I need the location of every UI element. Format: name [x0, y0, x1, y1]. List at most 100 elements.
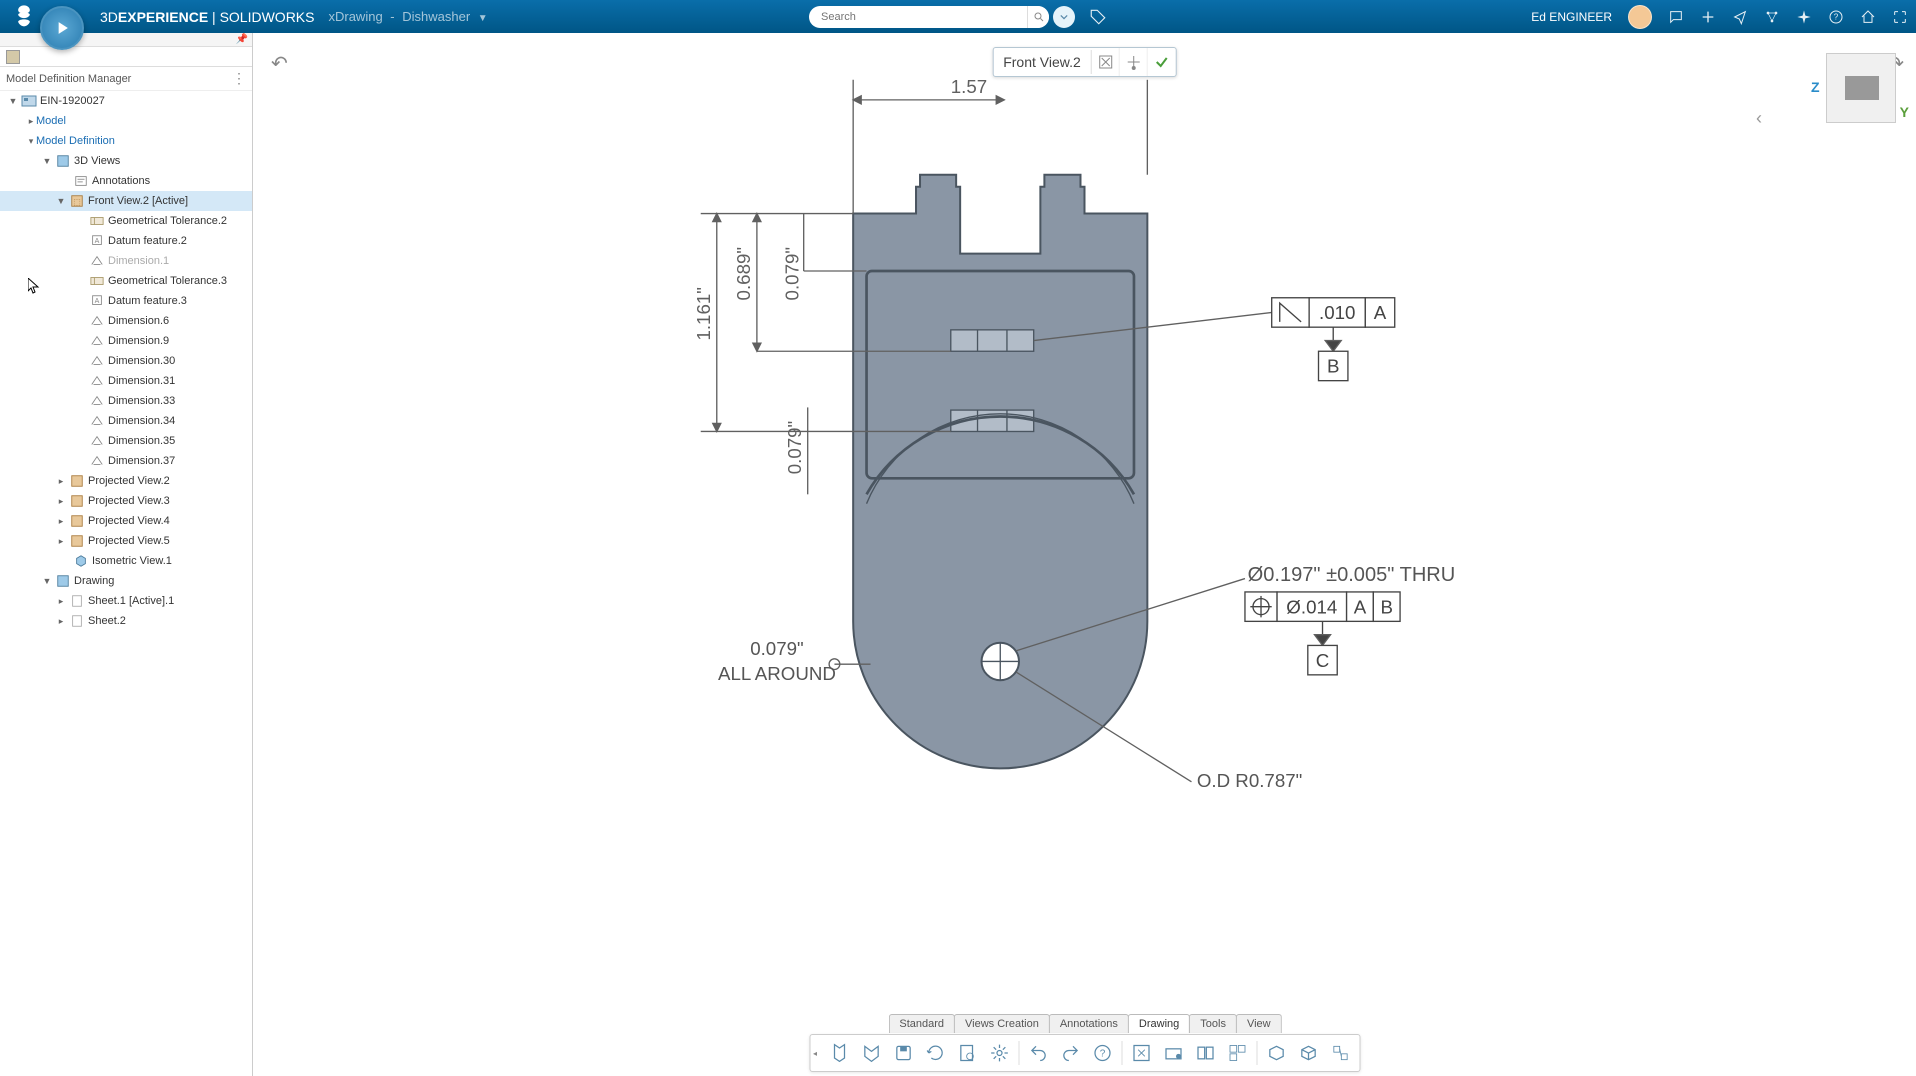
tb-new[interactable]: [824, 1038, 854, 1068]
tree-iso-view[interactable]: Isometric View.1: [0, 551, 252, 571]
tb-undo[interactable]: [1023, 1038, 1053, 1068]
document-title[interactable]: xDrawing - Dishwasher ▼: [324, 9, 487, 24]
tree-root[interactable]: ▼EIN-1920027: [0, 91, 252, 111]
app-header: 3DEXPERIENCE | SOLIDWORKS xDrawing - Dis…: [0, 0, 1916, 33]
dim-0689: 0.689": [733, 247, 754, 300]
home-icon[interactable]: [1860, 9, 1876, 25]
ribbon-tab[interactable]: Annotations: [1049, 1014, 1129, 1033]
tb-cube3[interactable]: [1325, 1038, 1355, 1068]
tb-view1[interactable]: [1126, 1038, 1156, 1068]
view-triad[interactable]: ‹ Z Y: [1826, 53, 1896, 123]
tree-projected-view[interactable]: ▸Projected View.2: [0, 471, 252, 491]
svg-text:⬚: ⬚: [73, 198, 80, 207]
tree-projected-view[interactable]: ▸Projected View.5: [0, 531, 252, 551]
tb-view4[interactable]: [1222, 1038, 1252, 1068]
pin-icon[interactable]: 📌: [236, 34, 248, 45]
tree-item[interactable]: ADatum feature.3: [0, 291, 252, 311]
ribbon-tab[interactable]: Standard: [888, 1014, 955, 1033]
tb-sheet[interactable]: [952, 1038, 982, 1068]
dim-0079a: 0.079": [781, 247, 802, 300]
part-body: [853, 175, 1147, 769]
tree-item[interactable]: Dimension.9: [0, 331, 252, 351]
triad-front-face[interactable]: [1845, 76, 1879, 100]
tree-drawing[interactable]: ▼Drawing: [0, 571, 252, 591]
gtol-1: .010 A B: [1272, 298, 1395, 381]
radius-callout: O.D R0.787": [1197, 770, 1303, 791]
search-button[interactable]: [1027, 6, 1049, 28]
avatar[interactable]: [1628, 5, 1652, 29]
ribbon-tab[interactable]: Drawing: [1128, 1014, 1190, 1033]
tree-item[interactable]: Dimension.33: [0, 391, 252, 411]
svg-text:C: C: [1316, 650, 1330, 671]
tree-sheet[interactable]: ▸Sheet.1 [Active].1: [0, 591, 252, 611]
tree-projected-view[interactable]: ▸Projected View.4: [0, 511, 252, 531]
view-control-bar: Front View.2: [992, 47, 1177, 77]
ribbon-tab[interactable]: Tools: [1189, 1014, 1237, 1033]
triad-cube[interactable]: Z Y: [1826, 53, 1896, 123]
ds-logo-icon: [10, 3, 38, 31]
drawing-svg: 1.57 1.161" 0.689" 0.079" 0.079": [253, 33, 1916, 1076]
drawing-canvas[interactable]: ↶ ↷ Front View.2 ‹ Z Y: [253, 33, 1916, 1076]
svg-text:B: B: [1380, 596, 1393, 617]
share-icon[interactable]: [1732, 9, 1748, 25]
tb-help[interactable]: ?: [1087, 1038, 1117, 1068]
tb-view3[interactable]: [1190, 1038, 1220, 1068]
tree-item[interactable]: Dimension.31: [0, 371, 252, 391]
axis-y: Y: [1900, 104, 1909, 120]
tb-view2[interactable]: [1158, 1038, 1188, 1068]
tree-item[interactable]: Dimension.1: [0, 251, 252, 271]
svg-text:?: ?: [1834, 12, 1839, 21]
tree-front-view[interactable]: ▼⬚Front View.2 [Active]: [0, 191, 252, 211]
allaround-val: 0.079": [750, 638, 804, 659]
tree-item[interactable]: ADatum feature.2: [0, 231, 252, 251]
panel-title: Model Definition Manager: [6, 73, 131, 85]
tree-item[interactable]: Geometrical Tolerance.2: [0, 211, 252, 231]
network-icon[interactable]: [1764, 9, 1780, 25]
chat-icon[interactable]: [1668, 9, 1684, 25]
tag-icon[interactable]: [1089, 8, 1107, 26]
svg-text:A: A: [1374, 302, 1387, 323]
toolbar-expand[interactable]: ◂: [813, 1049, 823, 1058]
tb-cube1[interactable]: [1261, 1038, 1291, 1068]
tree-model-def[interactable]: ▾Model Definition: [0, 131, 252, 151]
axis-z: Z: [1811, 79, 1820, 95]
dim-0079b: 0.079": [784, 421, 805, 475]
tb-open[interactable]: [856, 1038, 886, 1068]
search-box: [809, 6, 1107, 28]
tb-cube2[interactable]: [1293, 1038, 1323, 1068]
search-input[interactable]: [809, 6, 1049, 28]
triad-back-icon[interactable]: ‹: [1756, 108, 1762, 129]
view-flag-button[interactable]: [1092, 48, 1120, 76]
tree-item[interactable]: Dimension.6: [0, 311, 252, 331]
compass-button[interactable]: [40, 6, 84, 50]
sidebar: 📌 Model Definition Manager ⋮ ▼EIN-192002…: [0, 33, 253, 1076]
tb-refresh[interactable]: [920, 1038, 950, 1068]
tree-item[interactable]: Dimension.34: [0, 411, 252, 431]
search-dropdown[interactable]: [1053, 6, 1075, 28]
ribbon-tab[interactable]: View: [1236, 1014, 1282, 1033]
tree-annotations[interactable]: Annotations: [0, 171, 252, 191]
tree-item[interactable]: Dimension.30: [0, 351, 252, 371]
tree-model[interactable]: ▸Model: [0, 111, 252, 131]
tree-sheet[interactable]: ▸Sheet.2: [0, 611, 252, 631]
tree-projected-view[interactable]: ▸Projected View.3: [0, 491, 252, 511]
tree-item[interactable]: Dimension.35: [0, 431, 252, 451]
user-name[interactable]: Ed ENGINEER: [1531, 10, 1612, 24]
tab-icon: [6, 50, 20, 64]
spark-icon[interactable]: [1796, 9, 1812, 25]
ribbon-tab[interactable]: Views Creation: [954, 1014, 1050, 1033]
plus-icon[interactable]: [1700, 9, 1716, 25]
tree-3d-views[interactable]: ▼3D Views: [0, 151, 252, 171]
dim-top: 1.57: [951, 76, 987, 97]
tree-item[interactable]: Dimension.37: [0, 451, 252, 471]
view-orient-button[interactable]: [1120, 48, 1148, 76]
fullscreen-icon[interactable]: [1892, 9, 1908, 25]
svg-text:B: B: [1327, 356, 1340, 377]
tb-save[interactable]: [888, 1038, 918, 1068]
panel-menu[interactable]: ⋮: [232, 70, 246, 87]
tb-redo[interactable]: [1055, 1038, 1085, 1068]
sidebar-tab[interactable]: [0, 47, 252, 67]
tb-settings[interactable]: [984, 1038, 1014, 1068]
help-icon[interactable]: ?: [1828, 9, 1844, 25]
view-confirm-button[interactable]: [1148, 48, 1176, 76]
